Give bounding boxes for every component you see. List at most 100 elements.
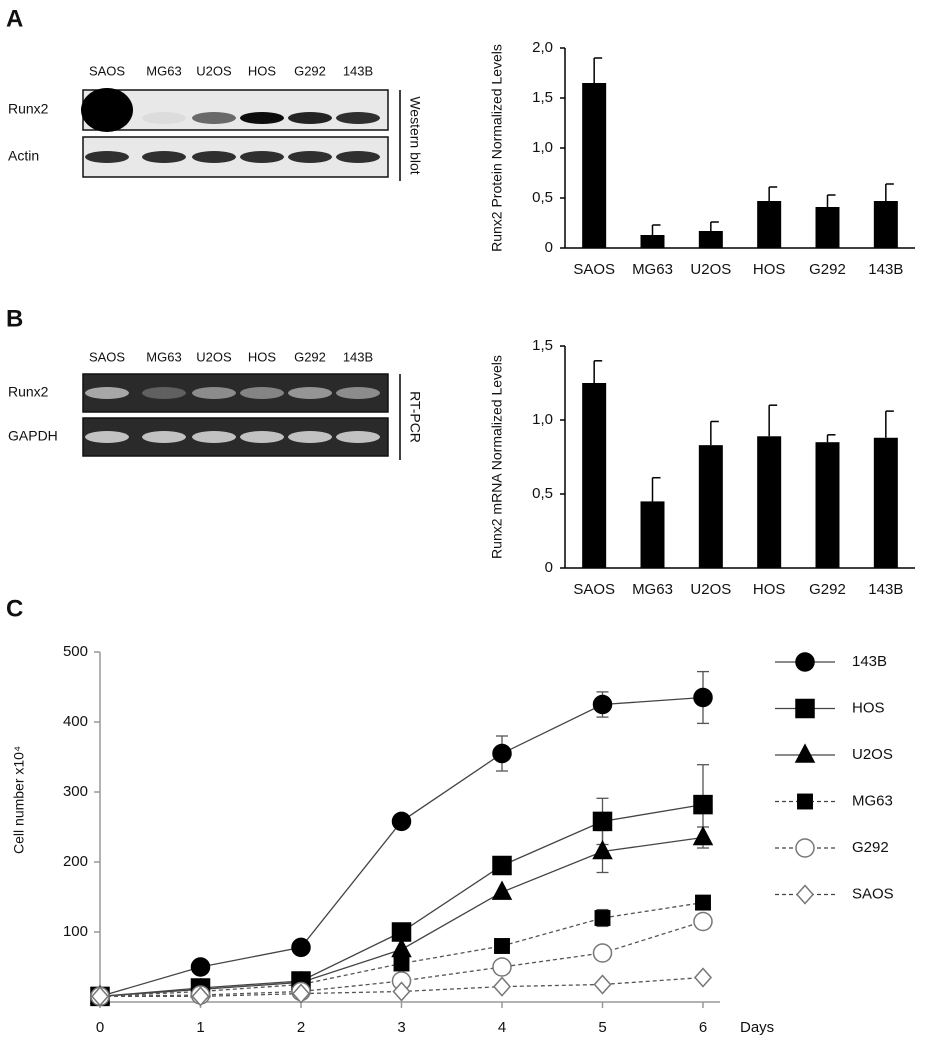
row-label: Actin xyxy=(8,148,39,164)
legend-marker xyxy=(795,698,815,719)
lane-label: HOS xyxy=(248,349,277,364)
y-tick-label: 0 xyxy=(545,559,553,576)
lane-label: 143B xyxy=(343,349,373,364)
marker xyxy=(693,911,713,932)
marker xyxy=(693,794,713,815)
marker xyxy=(492,957,512,977)
band xyxy=(85,431,129,443)
x-tick-label: 5 xyxy=(598,1019,606,1036)
marker xyxy=(393,955,410,972)
band xyxy=(336,112,380,124)
legend-label: U2OS xyxy=(852,746,893,763)
band xyxy=(288,112,332,124)
bar xyxy=(640,501,665,568)
marker xyxy=(494,938,510,954)
y-tick-label: 400 xyxy=(63,713,88,730)
band xyxy=(192,112,236,124)
x-tick-label: 0 xyxy=(96,1019,104,1036)
x-tick-label: MG63 xyxy=(632,261,673,278)
y-axis-label: Runx2 mRNA Normalized Levels xyxy=(489,355,505,559)
bar xyxy=(757,436,782,568)
bar xyxy=(582,83,607,248)
lane-label: U2OS xyxy=(196,349,232,364)
bar xyxy=(757,201,782,248)
bar xyxy=(698,231,723,248)
band xyxy=(240,112,284,124)
marker xyxy=(491,880,513,900)
band xyxy=(240,387,284,399)
marker xyxy=(593,974,612,995)
band xyxy=(142,151,186,163)
y-tick-label: 1,0 xyxy=(532,411,553,428)
bar xyxy=(582,383,607,568)
y-tick-label: 200 xyxy=(63,853,88,870)
bar xyxy=(815,207,840,248)
x-tick-label: 143B xyxy=(868,261,903,278)
marker xyxy=(392,981,411,1002)
legend-label: MG63 xyxy=(852,792,893,809)
band xyxy=(192,387,236,399)
y-tick-label: 1,5 xyxy=(532,89,553,106)
y-tick-label: 300 xyxy=(63,783,88,800)
band xyxy=(85,387,129,399)
lane-label: 143B xyxy=(343,63,373,78)
method-label: RT-PCR xyxy=(407,391,423,443)
lane-label: SAOS xyxy=(89,63,125,78)
row-label: Runx2 xyxy=(8,101,49,117)
x-tick-label: 143B xyxy=(868,581,903,598)
band xyxy=(192,431,236,443)
y-tick-label: 0,5 xyxy=(532,485,553,502)
band xyxy=(85,151,129,163)
marker xyxy=(492,976,512,997)
y-tick-label: 0,5 xyxy=(532,189,553,206)
x-tick-label: 2 xyxy=(297,1019,305,1036)
lane-label: MG63 xyxy=(146,63,181,78)
marker xyxy=(695,894,711,911)
bar xyxy=(873,201,898,248)
lane-label: MG63 xyxy=(146,349,181,364)
legend-marker xyxy=(797,793,813,810)
legend-marker xyxy=(795,838,815,858)
y-tick-label: 1,0 xyxy=(532,139,553,156)
legend-marker xyxy=(795,884,815,905)
lane-label: U2OS xyxy=(196,63,232,78)
bar xyxy=(873,437,898,568)
marker xyxy=(693,967,713,988)
marker xyxy=(90,986,110,1007)
blot-row xyxy=(82,89,389,131)
band xyxy=(288,431,332,443)
x-tick-label: U2OS xyxy=(690,261,731,278)
marker xyxy=(291,937,311,958)
marker xyxy=(592,839,613,860)
panel-letter: B xyxy=(6,305,23,332)
x-tick-label: SAOS xyxy=(573,581,615,598)
marker xyxy=(693,687,713,708)
band xyxy=(288,151,332,163)
x-tick-label: U2OS xyxy=(690,581,731,598)
panel-letter: A xyxy=(6,5,23,32)
marker xyxy=(592,811,613,832)
x-tick-label: MG63 xyxy=(632,581,673,598)
band xyxy=(142,431,186,443)
x-tick-label: 6 xyxy=(699,1019,707,1036)
legend-marker xyxy=(795,652,815,672)
band xyxy=(288,387,332,399)
x-tick-label: HOS xyxy=(753,581,786,598)
x-tick-label: HOS xyxy=(753,261,786,278)
y-tick-label: 2,0 xyxy=(532,39,553,56)
legend-label: G292 xyxy=(852,839,889,856)
bar xyxy=(815,442,840,568)
band xyxy=(336,151,380,163)
bar xyxy=(698,445,723,568)
y-tick-label: 500 xyxy=(63,643,88,660)
marker xyxy=(191,986,210,1007)
x-tick-label: 1 xyxy=(196,1019,204,1036)
method-label: Western blot xyxy=(407,96,423,174)
bar xyxy=(640,235,665,248)
marker xyxy=(594,910,611,926)
legend-label: HOS xyxy=(852,699,885,716)
x-axis-label: Days xyxy=(740,1019,774,1036)
marker xyxy=(291,983,311,1004)
marker xyxy=(692,825,714,846)
legend-label: 143B xyxy=(852,653,887,670)
